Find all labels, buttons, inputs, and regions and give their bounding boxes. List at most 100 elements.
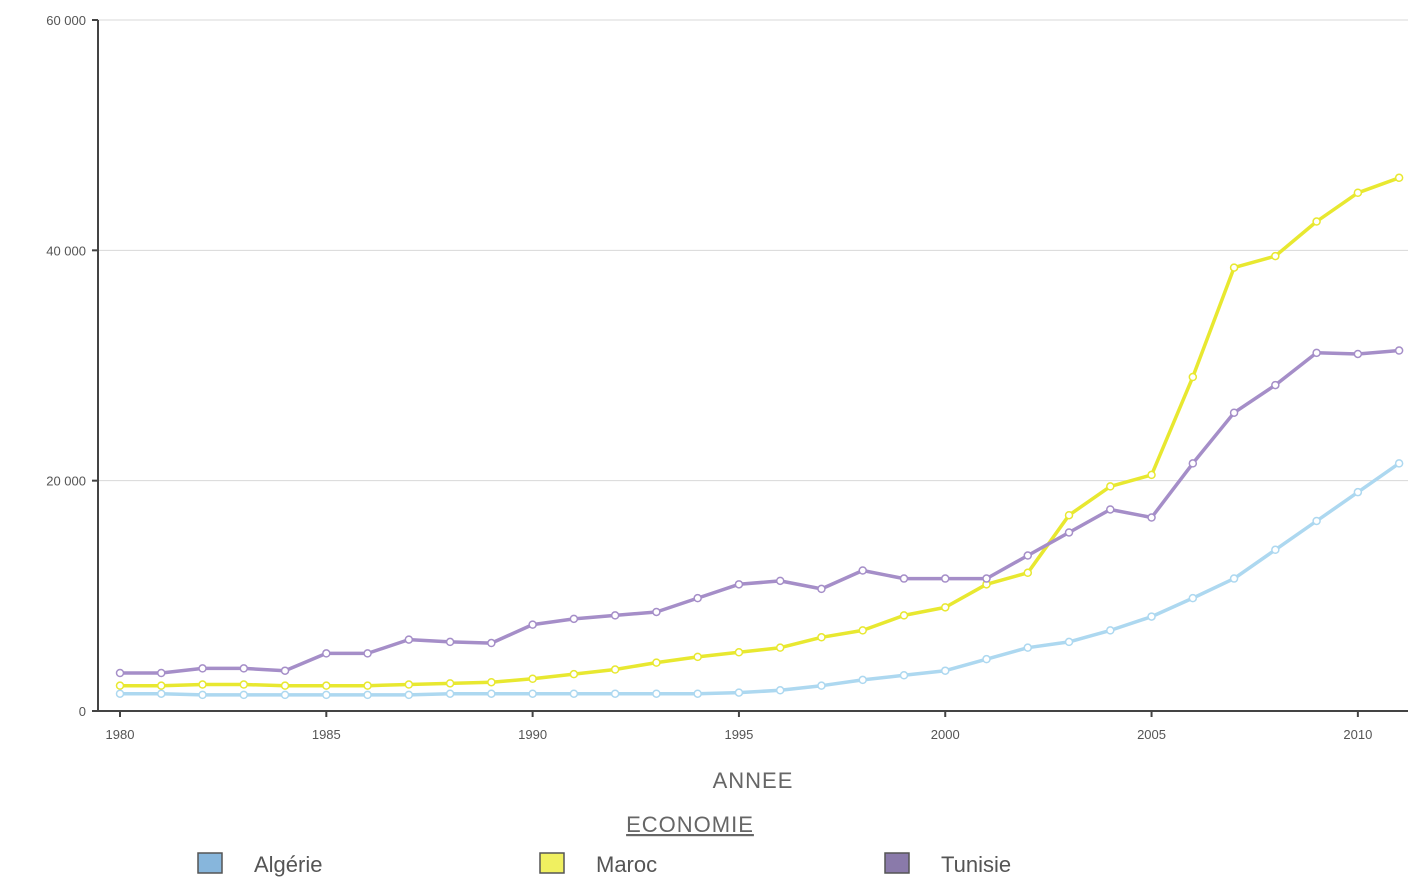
data-point-maroc-1986 xyxy=(363,681,372,690)
data-point-algerie-1990 xyxy=(528,689,537,698)
legend-label-maroc: Maroc xyxy=(596,852,657,877)
x-tick-label-3: 1995 xyxy=(724,727,753,742)
data-point-maroc-1997 xyxy=(817,633,826,642)
data-point-tunisie-1999 xyxy=(899,574,909,583)
legend-swatch-maroc xyxy=(539,852,565,874)
data-point-tunisie-1998 xyxy=(858,566,867,575)
data-point-tunisie-1980 xyxy=(115,668,125,678)
data-point-algerie-2003 xyxy=(1064,637,1074,647)
data-point-algerie-1994 xyxy=(693,689,702,698)
data-point-tunisie-2011 xyxy=(1394,346,1404,355)
legend-title: ECONOMIE xyxy=(626,812,754,837)
data-point-tunisie-2006 xyxy=(1188,459,1198,468)
data-point-tunisie-1983 xyxy=(239,664,249,673)
data-point-algerie-1988 xyxy=(445,689,455,698)
data-point-maroc-2006 xyxy=(1188,372,1198,382)
x-axis-title: ANNEE xyxy=(713,768,794,793)
x-tick-label-5: 2005 xyxy=(1137,727,1166,742)
data-point-maroc-1992 xyxy=(610,665,620,674)
data-point-algerie-1982 xyxy=(198,690,207,700)
data-point-algerie-2011 xyxy=(1394,459,1404,468)
data-point-maroc-2007 xyxy=(1229,263,1239,272)
data-point-maroc-1994 xyxy=(693,652,702,662)
data-point-maroc-1995 xyxy=(734,648,744,657)
data-point-maroc-2003 xyxy=(1064,510,1074,520)
data-point-tunisie-1984 xyxy=(280,666,290,675)
data-point-algerie-1996 xyxy=(775,686,785,695)
data-point-tunisie-2004 xyxy=(1106,505,1115,514)
data-point-algerie-2008 xyxy=(1271,545,1280,555)
x-tick-label-1: 1985 xyxy=(312,727,341,742)
y-tick-label-1: 20 000 xyxy=(46,474,86,489)
data-point-maroc-1981 xyxy=(157,681,166,690)
data-point-maroc-2005 xyxy=(1147,470,1156,480)
data-point-tunisie-2010 xyxy=(1353,349,1363,359)
legend-label-tunisie: Tunisie xyxy=(941,852,1011,877)
data-point-tunisie-1993 xyxy=(652,607,661,617)
data-point-tunisie-1994 xyxy=(693,593,702,603)
data-point-algerie-1985 xyxy=(322,690,331,700)
data-point-tunisie-1995 xyxy=(734,580,744,589)
data-point-algerie-1993 xyxy=(652,689,661,698)
data-point-maroc-2009 xyxy=(1312,217,1321,226)
data-point-algerie-1992 xyxy=(610,689,620,698)
data-point-tunisie-1991 xyxy=(569,614,579,624)
legend: Algérie Maroc Tunisie xyxy=(197,852,1011,877)
data-point-algerie-1998 xyxy=(858,675,867,685)
data-point-algerie-2001 xyxy=(982,654,991,664)
data-point-maroc-2010 xyxy=(1353,188,1363,197)
data-point-tunisie-2002 xyxy=(1023,551,1033,560)
data-point-maroc-1993 xyxy=(652,658,661,667)
data-point-algerie-1984 xyxy=(280,690,290,700)
data-point-tunisie-1987 xyxy=(404,635,414,644)
data-point-algerie-1980 xyxy=(115,689,125,698)
data-point-algerie-2009 xyxy=(1312,516,1321,526)
data-point-maroc-1984 xyxy=(280,681,290,690)
data-point-tunisie-1997 xyxy=(817,584,826,594)
data-point-maroc-1998 xyxy=(858,626,867,635)
data-point-algerie-1981 xyxy=(157,689,166,698)
series-line-tunisie xyxy=(118,348,1401,675)
series-line-algerie xyxy=(118,461,1401,697)
data-point-algerie-2006 xyxy=(1188,593,1198,603)
data-point-algerie-1991 xyxy=(569,689,579,698)
data-point-algerie-1995 xyxy=(734,688,744,697)
data-point-tunisie-2009 xyxy=(1312,348,1321,358)
data-point-tunisie-2001 xyxy=(982,574,991,583)
data-point-maroc-1988 xyxy=(445,679,455,688)
data-point-algerie-1983 xyxy=(239,690,249,700)
data-point-algerie-2007 xyxy=(1229,574,1239,583)
axes xyxy=(97,20,1408,712)
data-point-maroc-1983 xyxy=(239,680,249,689)
data-point-maroc-2008 xyxy=(1271,251,1280,261)
data-point-tunisie-1982 xyxy=(198,664,207,673)
series xyxy=(115,173,1404,700)
data-point-algerie-1999 xyxy=(899,671,909,680)
data-point-maroc-2000 xyxy=(940,603,950,612)
data-point-tunisie-2003 xyxy=(1064,528,1074,537)
data-point-tunisie-1985 xyxy=(322,649,331,658)
data-point-algerie-1989 xyxy=(487,689,496,698)
legend-label-algerie: Algérie xyxy=(254,852,322,877)
data-point-maroc-1989 xyxy=(487,677,496,687)
y-tick-label-0: 0 xyxy=(79,704,86,719)
data-point-tunisie-2005 xyxy=(1147,513,1156,522)
data-point-algerie-2005 xyxy=(1147,612,1156,621)
x-tick-label-0: 1980 xyxy=(106,727,135,742)
data-point-algerie-1997 xyxy=(817,681,826,690)
data-point-tunisie-2000 xyxy=(940,574,950,583)
data-point-tunisie-1996 xyxy=(775,576,785,586)
data-point-tunisie-1981 xyxy=(157,668,166,678)
y-ticks: 0 20 000 40 000 60 000 xyxy=(46,13,98,719)
data-point-algerie-2004 xyxy=(1106,626,1115,635)
data-point-tunisie-1988 xyxy=(445,637,455,647)
data-point-maroc-1987 xyxy=(404,680,414,689)
data-point-algerie-1986 xyxy=(363,690,372,700)
data-point-maroc-1990 xyxy=(528,674,537,684)
data-point-maroc-1985 xyxy=(322,681,331,690)
y-tick-label-3: 60 000 xyxy=(46,13,86,28)
series-line-maroc xyxy=(118,176,1401,688)
data-point-maroc-2002 xyxy=(1023,568,1033,578)
